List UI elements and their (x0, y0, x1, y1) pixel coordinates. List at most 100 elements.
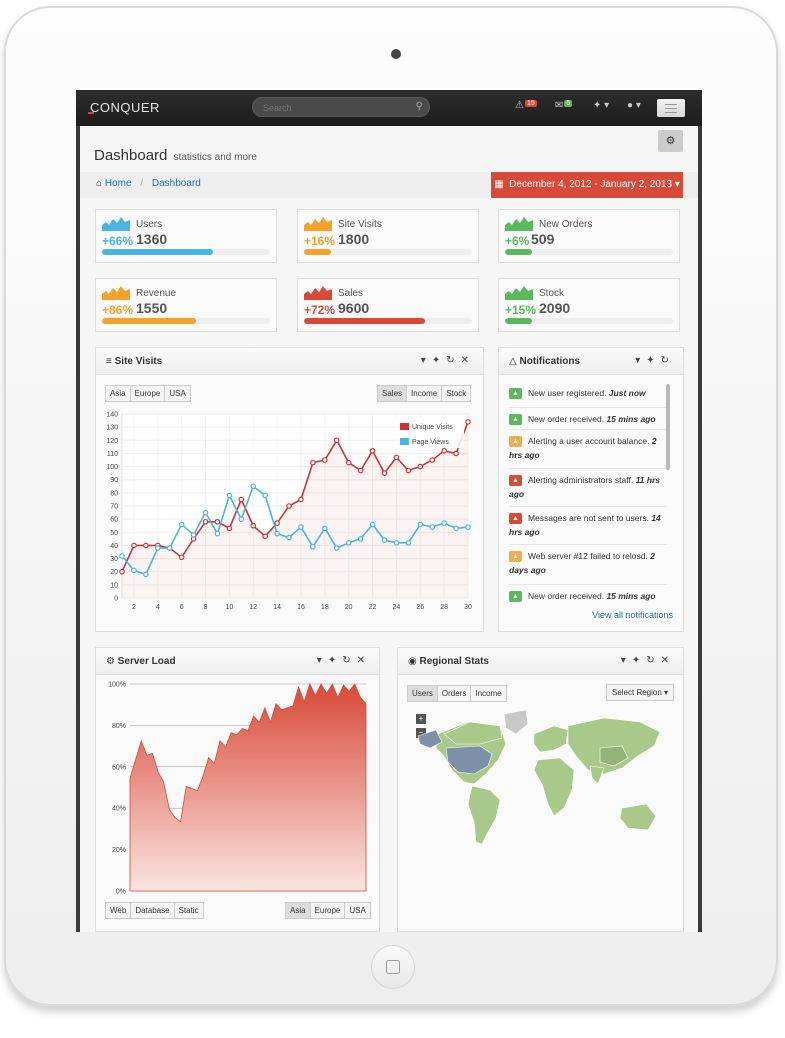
data-point[interactable] (465, 524, 471, 530)
region-asia-button[interactable]: Asia (105, 385, 131, 402)
metric-stock-button[interactable]: Stock (441, 385, 472, 402)
settings-gear-button[interactable]: ⚙ (658, 130, 683, 152)
messages-dropdown[interactable]: ✉ 5 (555, 100, 573, 111)
data-point[interactable] (298, 496, 304, 503)
data-point[interactable] (178, 554, 185, 561)
data-point[interactable] (357, 536, 364, 542)
notification-item[interactable]: ▲ Alerting administrators staff. 11 hrs a… (509, 473, 667, 501)
notification-item[interactable]: ▲ New order received. 15 mins ago (509, 589, 667, 603)
notification-item[interactable]: ▲ New user registered. Just now (509, 386, 667, 400)
data-point[interactable] (322, 457, 328, 463)
collapse-icon[interactable]: ▾ (635, 355, 647, 366)
reload-icon[interactable]: ↻ (342, 655, 357, 666)
data-point[interactable] (274, 520, 280, 526)
region-europe-button[interactable]: Europe (129, 385, 166, 402)
data-point[interactable] (202, 518, 209, 525)
notification-item[interactable]: ▲ New order received. 15 mins ago (509, 412, 667, 426)
notification-item[interactable]: ▲ Web server #12 failed to relosd. 2 days… (509, 549, 667, 577)
data-point[interactable] (143, 542, 149, 549)
remove-icon[interactable]: ✕ (660, 655, 675, 666)
config-icon[interactable]: ✦ (631, 655, 647, 666)
data-point[interactable] (274, 530, 280, 537)
data-point[interactable] (190, 532, 197, 538)
search-icon[interactable]: ⚲ (415, 101, 423, 112)
data-point[interactable] (214, 518, 221, 525)
data-point[interactable] (238, 516, 245, 522)
data-point[interactable] (322, 525, 328, 532)
view-all-notifications-link[interactable]: View all notifications (592, 610, 673, 620)
data-point[interactable] (381, 537, 388, 543)
data-point[interactable] (393, 454, 400, 461)
load-usa-button[interactable]: USA (344, 902, 371, 919)
load-asia-button[interactable]: Asia (285, 902, 311, 919)
data-point[interactable] (119, 568, 125, 575)
data-point[interactable] (178, 521, 185, 528)
data-point[interactable] (333, 437, 340, 444)
metric-sales-button[interactable]: Sales (377, 385, 408, 402)
data-point[interactable] (226, 492, 233, 499)
data-point[interactable] (417, 521, 424, 528)
breadcrumb-home[interactable]: Home (104, 178, 132, 189)
world-map[interactable] (408, 704, 673, 884)
notification-item[interactable]: ▲ Messages are not sent to users. 14 hrs … (509, 511, 667, 539)
collapse-icon[interactable]: ▾ (620, 655, 632, 666)
tools-dropdown[interactable]: ✦ ▾ (593, 100, 610, 111)
map-income-button[interactable]: Income (470, 685, 507, 702)
region-usa-button[interactable]: USA (164, 385, 191, 402)
data-point[interactable] (238, 496, 245, 503)
data-point[interactable] (345, 540, 352, 546)
data-point[interactable] (166, 545, 173, 551)
data-point[interactable] (131, 567, 137, 574)
data-point[interactable] (369, 447, 376, 454)
data-point[interactable] (250, 483, 257, 490)
data-point[interactable] (298, 524, 304, 530)
data-point[interactable] (441, 520, 447, 526)
map-users-button[interactable]: Users (407, 685, 438, 702)
map-orders-button[interactable]: Orders (436, 685, 472, 702)
load-web-button[interactable]: Web (105, 902, 132, 919)
data-point[interactable] (441, 447, 447, 454)
select-region-dropdown[interactable]: Select Region ▾ (606, 684, 675, 701)
alerts-dropdown[interactable]: ⚠ 15 (515, 100, 537, 111)
date-range-picker[interactable]: ▦ December 4, 2012 - January 2, 2013 ▾ (491, 172, 683, 198)
data-point[interactable] (429, 457, 436, 463)
data-point[interactable] (286, 534, 292, 541)
data-point[interactable] (405, 540, 412, 546)
notification-item[interactable]: ▲ Alerting a user account balance. 2 hrs … (509, 434, 667, 462)
data-point[interactable] (369, 521, 376, 528)
brand-logo[interactable]: CONQUER (88, 100, 160, 115)
search-box[interactable]: ⚲ (252, 97, 430, 117)
config-icon[interactable]: ✦ (646, 355, 661, 366)
data-point[interactable] (429, 524, 436, 530)
data-point[interactable] (143, 571, 149, 578)
home-button[interactable] (371, 945, 415, 989)
config-icon[interactable]: ✦ (431, 355, 447, 366)
data-point[interactable] (453, 450, 459, 457)
load-static-button[interactable]: Static (173, 902, 204, 919)
data-point[interactable] (310, 543, 316, 550)
data-point[interactable] (119, 553, 125, 559)
zoom-in-button[interactable]: + (416, 714, 426, 724)
data-point[interactable] (250, 522, 257, 529)
load-database-button[interactable]: Database (130, 902, 175, 919)
user-dropdown[interactable]: ● ▾ (627, 100, 641, 111)
data-point[interactable] (286, 503, 292, 509)
data-point[interactable] (310, 459, 316, 466)
data-point[interactable] (453, 525, 459, 532)
breadcrumb-dashboard[interactable]: Dashboard (151, 178, 201, 189)
config-icon[interactable]: ✦ (327, 655, 343, 666)
search-input[interactable] (261, 100, 405, 116)
data-point[interactable] (393, 540, 400, 546)
menu-toggle-button[interactable] (657, 99, 685, 117)
notifications-scrollbar[interactable] (666, 384, 670, 470)
load-europe-button[interactable]: Europe (309, 902, 346, 919)
data-point[interactable] (214, 530, 221, 537)
remove-icon[interactable]: ✕ (356, 655, 371, 666)
data-point[interactable] (417, 463, 424, 470)
data-point[interactable] (333, 545, 340, 551)
zoom-out-button[interactable]: − (416, 728, 426, 738)
reload-icon[interactable]: ↻ (646, 655, 661, 666)
data-point[interactable] (131, 542, 137, 549)
data-point[interactable] (381, 470, 388, 476)
data-point[interactable] (154, 545, 161, 551)
